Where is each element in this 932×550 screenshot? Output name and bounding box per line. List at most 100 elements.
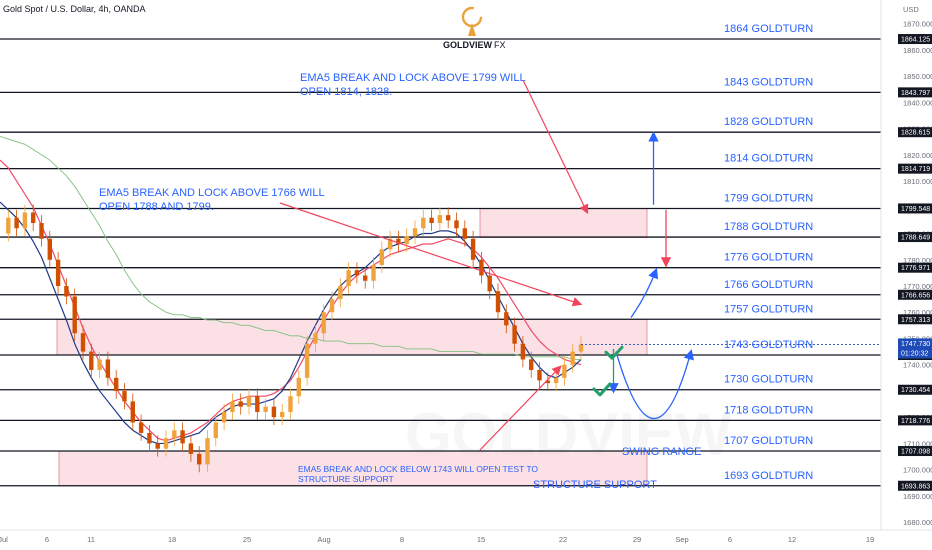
- candle-body-63: [520, 343, 526, 360]
- note-bottom-line-1: EMA5 BREAK AND LOCK BELOW 1743 WILL OPEN…: [298, 464, 538, 474]
- level-label-8: 1757 GOLDTURN: [724, 303, 813, 315]
- level-label-5: 1788 GOLDTURN: [724, 221, 813, 233]
- candle-body-33: [271, 406, 277, 418]
- candle-body-6: [47, 238, 52, 260]
- candle-body-48: [396, 238, 401, 245]
- level-badge-text-12: 1707.098: [901, 449, 930, 456]
- x-tick-8: 22: [559, 535, 567, 544]
- candle-body-5: [39, 223, 44, 239]
- level-label-1: 1843 GOLDTURN: [724, 76, 813, 88]
- y-tick-13: 1740.000: [903, 361, 932, 370]
- level-badge-13: [898, 480, 932, 491]
- x-tick-10: Sep: [675, 535, 688, 544]
- y-tick-17: 1700.000: [903, 466, 932, 475]
- level-label-6: 1776 GOLDTURN: [724, 252, 813, 264]
- candle-body-21: [172, 430, 177, 439]
- candle-body-44: [363, 275, 368, 281]
- moving-averages: [0, 136, 582, 445]
- note-top: EMA5 BREAK AND LOCK ABOVE 1799 WILL OPEN…: [300, 72, 526, 98]
- note-bottom-arrow: [479, 365, 562, 451]
- candle-body-7: [55, 259, 61, 286]
- candle-body-51: [421, 217, 426, 229]
- projections: [581, 131, 881, 419]
- ema-line-1: [0, 201, 582, 445]
- candle-body-41: [338, 285, 343, 300]
- y-tick-9: 1780.000: [903, 256, 932, 265]
- candle-body-17: [138, 422, 144, 433]
- candle-body-61: [504, 312, 509, 326]
- candles: [6, 204, 584, 473]
- level-label-3: 1814 GOLDTURN: [724, 153, 813, 165]
- candle-body-24: [197, 453, 202, 465]
- x-tick-9: 29: [633, 535, 641, 544]
- note-mid-line-1: EMA5 BREAK AND LOCK ABOVE 1766 WILL: [99, 187, 325, 199]
- level-badge-text-0: 1864.125: [901, 37, 930, 44]
- candle-body-40: [329, 299, 335, 313]
- goldturn-levels: 1864 GOLDTURN 1843 GOLDTURN 1828 GOLDTURN 1…: [0, 23, 881, 487]
- candle-body-66: [545, 380, 550, 384]
- candle-body-29: [238, 401, 243, 407]
- y-tick-3: 1840.000: [903, 98, 932, 107]
- y-tick-5: 1820.000: [903, 151, 932, 160]
- candle-body-60: [495, 291, 501, 313]
- candle-body-23: [188, 443, 194, 454]
- candle-body-28: [230, 401, 235, 412]
- candle-body-42: [346, 270, 351, 286]
- swing-range-curve: [615, 349, 694, 419]
- level-label-4: 1799 GOLDTURN: [724, 192, 813, 204]
- candle-body-64: [529, 359, 534, 370]
- x-tick-11: 6: [728, 535, 732, 544]
- candle-body-34: [280, 411, 285, 418]
- candle-body-39: [321, 312, 326, 334]
- logo-pin-icon: [468, 23, 476, 36]
- level-badge-2: [898, 127, 932, 138]
- candle-body-43: [354, 270, 360, 276]
- structure-support-label: STRUCTURE SUPPORT: [533, 479, 657, 491]
- candle-body-1: [6, 217, 11, 234]
- level-badge-6: [898, 262, 932, 273]
- level-label-9: 1743 GOLDTURN: [724, 339, 813, 351]
- y-tick-0: 1870.000: [903, 20, 932, 29]
- upper-zone: [479, 208, 648, 238]
- candle-body-70: [578, 344, 584, 352]
- level-badge-8: [898, 314, 932, 325]
- x-ticks: Jul 6 11 18 25 Aug 8 15 22 29 Sep 6 12 19: [0, 535, 874, 544]
- candle-body-30: [246, 396, 252, 407]
- candle-body-36: [296, 377, 301, 397]
- level-label-12: 1707 GOLDTURN: [724, 435, 813, 447]
- symbol-title: Gold Spot / U.S. Dollar, 4h, OANDA: [3, 4, 146, 14]
- x-tick-6: 8: [400, 535, 404, 544]
- candle-body-37: [304, 343, 310, 378]
- y-tick-2: 1850.000: [903, 72, 932, 81]
- level-badge-text-5: 1788.649: [901, 235, 930, 242]
- candle-body-25: [205, 438, 210, 465]
- level-badge-text-2: 1828.615: [901, 130, 930, 137]
- note-top-line-1: EMA5 BREAK AND LOCK ABOVE 1799 WILL: [300, 72, 526, 84]
- level-badge-text-8: 1757.313: [901, 317, 930, 324]
- candle-body-54: [446, 215, 451, 221]
- level-badge-11: [898, 415, 932, 426]
- candle-body-50: [412, 228, 418, 237]
- check-upper: [604, 345, 624, 360]
- level-badge-3: [898, 163, 932, 174]
- goldview-logo[interactable]: GOLDVIEW FX: [443, 6, 506, 50]
- candle-body-69: [570, 351, 575, 365]
- y-tick-6: 1810.000: [903, 177, 932, 186]
- level-badges: 1864.125 1843.797 1828.615 1814.719 1799.548…: [898, 34, 932, 491]
- level-badge-5: [898, 232, 932, 243]
- x-tick-7: 15: [477, 535, 485, 544]
- level-label-7: 1766 GOLDTURN: [724, 279, 813, 291]
- level-badge-0: [898, 34, 932, 45]
- level-label-10: 1730 GOLDTURN: [724, 374, 813, 386]
- candle-body-62: [512, 325, 517, 344]
- candle-body-38: [313, 333, 318, 344]
- candle-body-9: [72, 296, 77, 334]
- level-badge-7: [898, 289, 932, 300]
- level-label-11: 1718 GOLDTURN: [724, 404, 813, 416]
- candle-body-22: [180, 430, 185, 444]
- candle-body-18: [147, 432, 152, 444]
- x-tick-5: Aug: [317, 535, 330, 544]
- candle-body-3: [22, 212, 28, 229]
- logo-brand: GOLDVIEW FX: [443, 40, 506, 50]
